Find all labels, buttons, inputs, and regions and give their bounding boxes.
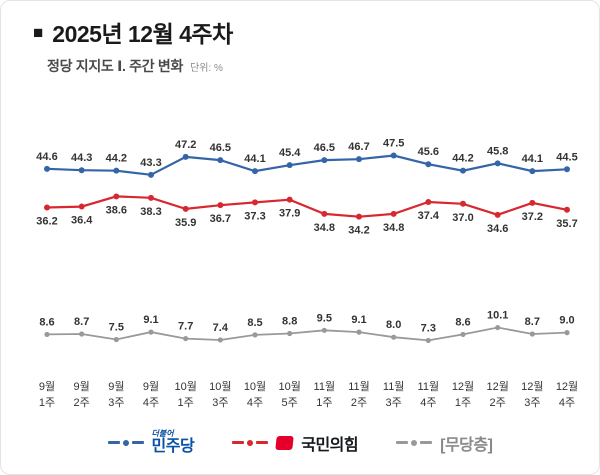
- series-2: 8.6 8.7 7.5 9.1 7.7 7.4 8.5 8.8 9.5 9.1 8.0 7.3 8.6 1…: [39, 310, 575, 344]
- svg-text:45.4: 45.4: [279, 147, 301, 159]
- dash-icon: [131, 441, 144, 444]
- svg-text:36.7: 36.7: [210, 213, 231, 225]
- svg-text:8.6: 8.6: [39, 316, 54, 328]
- ppp-label: 국민의힘: [301, 436, 359, 454]
- svg-text:7.7: 7.7: [178, 321, 193, 333]
- svg-text:45.6: 45.6: [418, 146, 439, 158]
- svg-text:8.7: 8.7: [525, 316, 540, 328]
- svg-text:47.2: 47.2: [175, 139, 196, 151]
- svg-text:46.5: 46.5: [314, 142, 335, 154]
- svg-text:37.4: 37.4: [418, 210, 440, 222]
- ppp-line-marker-icon: [232, 439, 269, 446]
- chart-legend: 더불어 민주당 국민의힘 [무당층]: [1, 430, 599, 455]
- ppp-flag-icon: [275, 435, 294, 450]
- svg-text:35.9: 35.9: [175, 217, 196, 229]
- svg-text:44.5: 44.5: [556, 151, 577, 163]
- svg-text:8.0: 8.0: [386, 319, 401, 331]
- series-0: 44.6 44.3 44.2 43.3 47.2 46.5 44.1 45.4 46.5 46.7…: [36, 138, 578, 178]
- minjoo-line-marker-icon: [107, 439, 144, 446]
- dot-icon: [122, 439, 129, 446]
- svg-text:44.3: 44.3: [71, 152, 92, 164]
- minjoo-sub-label: 더불어: [151, 429, 174, 438]
- legend-item-ppp: 국민의힘: [232, 431, 359, 455]
- svg-text:8.6: 8.6: [455, 316, 470, 328]
- svg-text:9.1: 9.1: [143, 314, 158, 326]
- dash-icon: [107, 441, 120, 444]
- unit-label: 단위: %: [190, 63, 223, 74]
- svg-text:34.8: 34.8: [314, 222, 335, 234]
- dash-icon: [232, 441, 245, 444]
- svg-text:10.1: 10.1: [487, 310, 508, 322]
- svg-text:8.8: 8.8: [282, 316, 297, 328]
- legend-item-minjoo: 더불어 민주당: [107, 430, 195, 455]
- svg-text:35.7: 35.7: [556, 218, 577, 230]
- svg-text:7.4: 7.4: [213, 322, 229, 334]
- svg-text:34.8: 34.8: [383, 222, 404, 234]
- svg-text:46.5: 46.5: [210, 142, 231, 154]
- svg-text:37.9: 37.9: [279, 208, 300, 220]
- svg-text:9.5: 9.5: [317, 312, 332, 324]
- svg-text:34.6: 34.6: [487, 223, 508, 235]
- svg-text:37.2: 37.2: [522, 211, 543, 223]
- party-support-trend-chart: 44.6 44.3 44.2 43.3 47.2 46.5 44.1 45.4 46.5 46.7…: [36, 138, 578, 410]
- dash-icon: [420, 441, 433, 444]
- svg-text:36.4: 36.4: [71, 215, 93, 227]
- title-bullet-icon: ■: [33, 22, 44, 42]
- svg-text:43.3: 43.3: [140, 157, 161, 169]
- header: ■ 2025년 12월 4주차: [1, 1, 599, 49]
- svg-text:44.2: 44.2: [106, 153, 127, 165]
- subtitle-row: 정당 지지도 Ⅰ. 주간 변화 단위: %: [1, 49, 599, 76]
- independents-line-marker-icon: [396, 439, 433, 446]
- dot-icon: [247, 439, 254, 446]
- svg-text:9.1: 9.1: [351, 314, 366, 326]
- svg-text:44.1: 44.1: [522, 153, 543, 165]
- svg-text:46.7: 46.7: [348, 141, 369, 153]
- svg-text:7.3: 7.3: [421, 322, 436, 334]
- svg-text:45.8: 45.8: [487, 145, 508, 157]
- svg-text:38.6: 38.6: [106, 204, 127, 216]
- svg-text:37.3: 37.3: [244, 210, 265, 222]
- dash-icon: [256, 441, 269, 444]
- svg-text:8.7: 8.7: [74, 316, 89, 328]
- svg-text:9.0: 9.0: [559, 315, 574, 327]
- legend-item-independents: [무당층]: [396, 431, 493, 455]
- minjoo-label-stack: 더불어 민주당: [152, 430, 195, 455]
- chart-subtitle: 정당 지지도 Ⅰ. 주간 변화: [47, 58, 184, 74]
- svg-text:47.5: 47.5: [383, 138, 404, 150]
- svg-text:8.5: 8.5: [247, 317, 262, 329]
- svg-text:44.1: 44.1: [244, 153, 265, 165]
- svg-text:44.6: 44.6: [36, 151, 57, 163]
- svg-text:37.0: 37.0: [452, 212, 473, 224]
- svg-text:7.5: 7.5: [109, 322, 124, 334]
- independents-label: [무당층]: [440, 436, 493, 454]
- svg-text:36.2: 36.2: [36, 215, 57, 227]
- series-1: 36.2 36.4 38.6 38.3 35.9 36.7 37.3 37.9 34.8 34.2…: [36, 193, 578, 237]
- svg-text:38.3: 38.3: [140, 206, 161, 218]
- minjoo-label: 민주당: [151, 438, 195, 455]
- svg-text:44.2: 44.2: [452, 153, 473, 165]
- dot-icon: [411, 439, 418, 446]
- dash-icon: [396, 441, 409, 444]
- page-title: 2025년 12월 4주차: [52, 21, 233, 47]
- svg-text:34.2: 34.2: [348, 225, 369, 237]
